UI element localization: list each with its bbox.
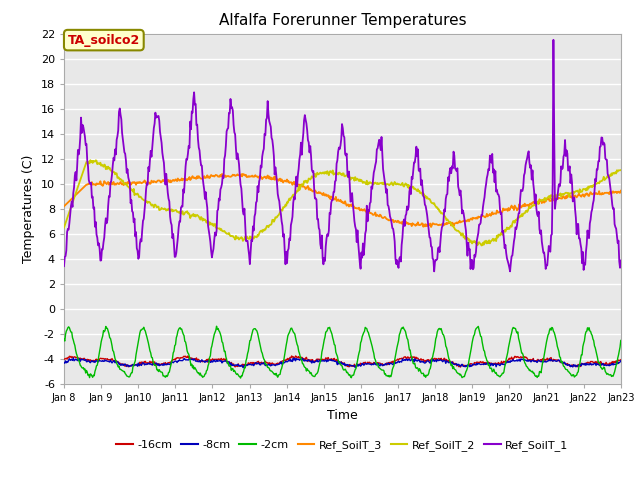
Legend: -16cm, -8cm, -2cm, Ref_SoilT_3, Ref_SoilT_2, Ref_SoilT_1: -16cm, -8cm, -2cm, Ref_SoilT_3, Ref_Soil… bbox=[112, 436, 573, 456]
Title: Alfalfa Forerunner Temperatures: Alfalfa Forerunner Temperatures bbox=[219, 13, 466, 28]
Text: TA_soilco2: TA_soilco2 bbox=[68, 34, 140, 47]
X-axis label: Time: Time bbox=[327, 408, 358, 421]
Y-axis label: Temperatures (C): Temperatures (C) bbox=[22, 155, 35, 263]
